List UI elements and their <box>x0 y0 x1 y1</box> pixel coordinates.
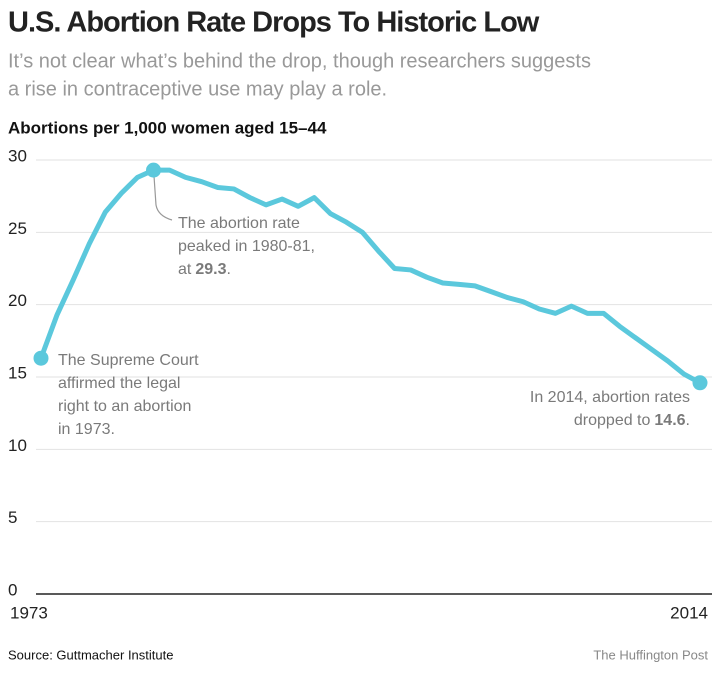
annotation-text: peaked in 1980-81, <box>178 238 315 255</box>
line <box>38 167 702 385</box>
source: Source: Guttmacher Institute <box>8 647 173 662</box>
highlight-dot <box>692 375 708 391</box>
annotation-text: . <box>226 261 230 278</box>
annotation: right to an abortion <box>58 398 191 415</box>
x-tick-label: 2014 <box>670 603 708 622</box>
y-tick-label: 0 <box>8 580 17 599</box>
annotation-text: in 1973. <box>58 421 115 438</box>
y-axis-label: Abortions per 1,000 women aged 15–44 <box>8 118 327 137</box>
annotation-text: The Supreme Court <box>58 352 199 369</box>
annotation-text: . <box>686 412 690 429</box>
annotation: The abortion rate <box>178 215 300 232</box>
annotation-text: right to an abortion <box>58 398 191 415</box>
chart-title: U.S. Abortion Rate Drops To Historic Low <box>8 7 540 39</box>
annotation-text: 29.3 <box>195 261 226 278</box>
annotation: The Supreme Court <box>58 352 199 369</box>
y-tick-label: 15 <box>8 363 27 382</box>
subtitle: a rise in contraceptive use may play a r… <box>8 78 387 100</box>
leader-line <box>153 175 173 221</box>
annotation-text: In 2014, abortion rates <box>530 389 690 406</box>
y-tick-label: 10 <box>8 436 27 455</box>
annotation-text: affirmed the legal <box>58 375 180 392</box>
annotation-text: at <box>178 261 192 278</box>
annotation-text: dropped to <box>574 412 651 429</box>
y-tick-label: 5 <box>8 508 17 527</box>
y-tick-label: 25 <box>8 219 27 238</box>
credit: The Huffington Post <box>593 647 708 662</box>
y-tick-label: 20 <box>8 291 27 310</box>
annotation: at 29.3. <box>178 261 231 278</box>
annotation: in 1973. <box>58 421 115 438</box>
x-tick-label: 1973 <box>10 603 48 622</box>
annotation: In 2014, abortion rates <box>530 389 690 406</box>
annotation: peaked in 1980-81, <box>178 238 315 255</box>
highlight-dot <box>33 350 49 366</box>
annotation: dropped to 14.6. <box>574 412 690 429</box>
subtitle: It’s not clear what’s behind the drop, t… <box>8 50 591 72</box>
y-tick-label: 30 <box>8 146 27 165</box>
annotation-text: 14.6 <box>654 412 685 429</box>
annotation-text: The abortion rate <box>178 215 300 232</box>
annotation: affirmed the legal <box>58 375 180 392</box>
highlight-dot <box>146 162 162 178</box>
